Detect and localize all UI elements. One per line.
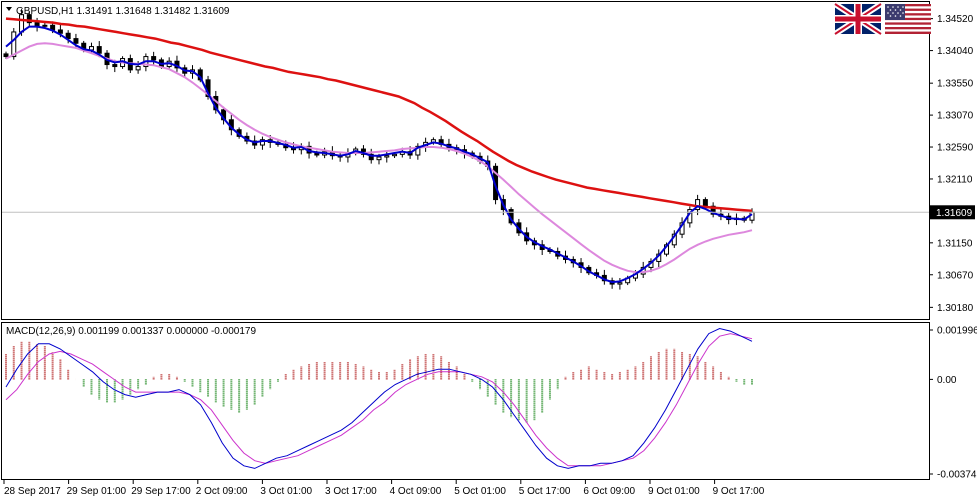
candle [259, 136, 265, 150]
macd-tick-label: 0.00 [937, 375, 957, 386]
time-tick-label: 28 Sep 2017 [4, 486, 61, 497]
candle [415, 143, 421, 160]
time-tick-label: 29 Sep 01:00 [67, 486, 127, 497]
uk-flag-icon [833, 1, 883, 37]
price-tick-label: 1.34520 [937, 14, 974, 25]
time-tick-label: 6 Oct 09:00 [583, 486, 635, 497]
price-tick-label: 1.32590 [937, 143, 974, 154]
time-tick-label: 5 Oct 01:00 [454, 486, 506, 497]
candle [710, 202, 716, 218]
current-price-label: 1.31609 [936, 208, 973, 219]
time-tick-label: 29 Sep 17:00 [131, 486, 191, 497]
chevron-down-icon[interactable] [6, 7, 12, 11]
time-tick-label: 2 Oct 09:00 [196, 486, 248, 497]
time-tick-label: 9 Oct 01:00 [648, 486, 700, 497]
time-axis: 28 Sep 2017 29 Sep 01:00 29 Sep 17:00 2 Oct… [3, 480, 765, 497]
candle [65, 30, 71, 44]
candle [337, 152, 343, 162]
price-tick-label: 1.31150 [937, 238, 973, 249]
time-tick-label: 3 Oct 17:00 [325, 486, 377, 497]
candle [360, 145, 366, 158]
price-panel-frame [1, 1, 930, 320]
macd-axis: 0.001996 0.00 -0.003747 [929, 326, 977, 481]
symbol-header[interactable]: GBPUSD,H1 1.31491 1.31648 1.31482 1.3160… [6, 6, 230, 17]
price-axis: 1.34520 1.34040 1.33550 1.33070 1.32590 1.321… [929, 14, 974, 314]
time-tick-label: 3 Oct 01:00 [260, 486, 312, 497]
macd-header-text: MACD(12,26,9) 0.001199 0.001337 0.000000… [6, 326, 256, 337]
price-tick-label: 1.33070 [937, 111, 974, 122]
price-tick-label: 1.30180 [937, 303, 974, 314]
candle [151, 51, 157, 66]
candle [687, 206, 693, 228]
price-layer [3, 9, 755, 290]
current-price-marker: 1.31609 [930, 205, 975, 220]
candle [174, 55, 180, 72]
candle [609, 277, 615, 289]
candle [617, 278, 623, 290]
candle [384, 150, 390, 163]
time-tick-label: 4 Oct 09:00 [390, 486, 442, 497]
price-tick-label: 1.33550 [937, 79, 974, 90]
price-tick-label: 1.32110 [937, 174, 973, 185]
candle [695, 194, 701, 216]
price-tick-label: 1.34040 [937, 46, 974, 57]
macd-panel-frame [1, 322, 930, 480]
macd-main-line [5, 327, 753, 469]
candle [601, 269, 607, 285]
ma-slow-line [5, 17, 753, 213]
macd-signal-line [5, 333, 753, 467]
us-flag-icon [885, 4, 931, 34]
price-tick-label: 1.30670 [937, 270, 974, 281]
macd-tick-label: -0.003747 [937, 470, 977, 481]
candle [329, 146, 335, 160]
symbol-line-text: GBPUSD,H1 1.31491 1.31648 1.31482 1.3160… [16, 6, 230, 17]
time-tick-label: 5 Oct 17:00 [519, 486, 571, 497]
time-tick-label: 9 Oct 17:00 [713, 486, 765, 497]
candle [438, 135, 444, 148]
ma-fast-line [5, 25, 753, 284]
macd-layer [5, 327, 753, 469]
macd-tick-label: 0.001996 [937, 326, 977, 337]
